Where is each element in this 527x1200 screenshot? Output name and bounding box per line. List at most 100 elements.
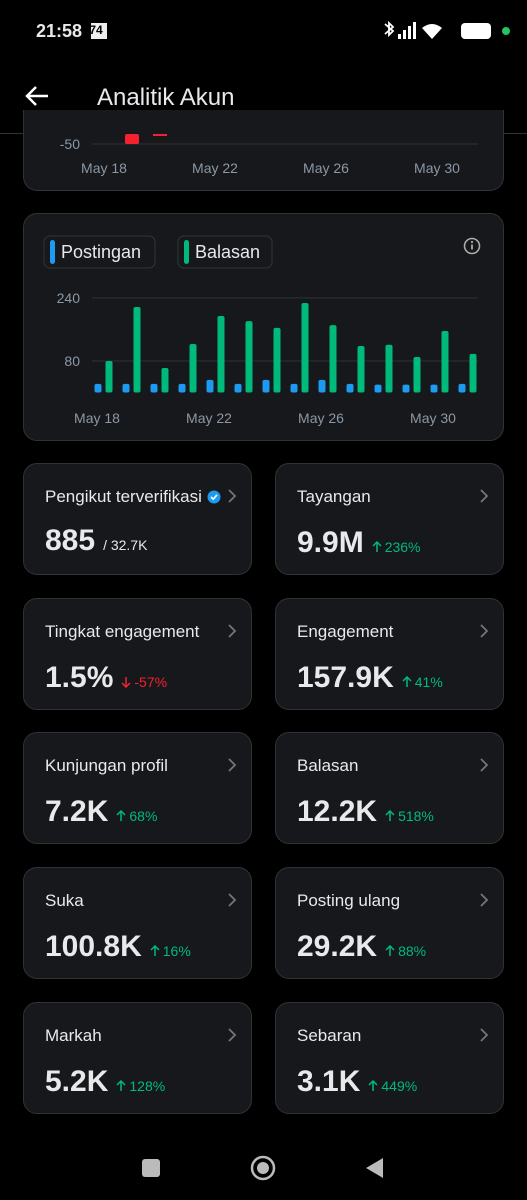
x-tick-label: May 30 xyxy=(410,410,456,426)
chevron xyxy=(228,893,237,907)
stat-title: Markah xyxy=(45,1025,102,1045)
stat-value: 3.1K 449% xyxy=(297,1065,417,1099)
x-tick-label: May 18 xyxy=(81,160,127,176)
legend-swatch xyxy=(184,240,189,264)
stat-value: 5.2K 128% xyxy=(45,1065,165,1099)
bar xyxy=(234,383,242,393)
y-tick-label: 80 xyxy=(64,353,80,369)
chevron xyxy=(480,1028,489,1042)
battery-level: 74 xyxy=(89,23,103,37)
stat-card[interactable]: Pengikut terverifikasi 885 / 32.7K xyxy=(23,463,252,575)
bar xyxy=(189,344,197,393)
bar xyxy=(469,353,477,393)
bar xyxy=(178,383,186,393)
stat-card[interactable]: Tayangan 9.9M 236% xyxy=(275,463,504,575)
stat-value-text: 885 xyxy=(45,524,96,557)
x-tick-label: May 26 xyxy=(298,410,344,426)
x-tick-label: May 18 xyxy=(74,410,120,426)
stat-change: 128% xyxy=(116,1078,165,1094)
bar xyxy=(161,368,169,393)
page-title: Analitik Akun xyxy=(97,84,235,111)
change-text: 518% xyxy=(398,808,434,825)
stat-value-text: 7.2K xyxy=(45,795,109,829)
change-text: -57% xyxy=(134,673,168,690)
bar xyxy=(441,331,449,393)
stat-value-text: 12.2K xyxy=(297,795,378,829)
bar xyxy=(318,379,326,393)
nav-back[interactable] xyxy=(366,1158,383,1178)
x-tick-label: May 22 xyxy=(186,410,232,426)
change-arrow xyxy=(116,1079,126,1091)
legend-box xyxy=(43,235,156,269)
stat-value-text: 1.5% xyxy=(45,660,114,694)
stat-change: 16% xyxy=(150,943,191,959)
nav-recents[interactable] xyxy=(142,1159,160,1177)
stat-value-text: 157.9K xyxy=(297,660,394,694)
y-tick-label: -50 xyxy=(60,136,80,152)
stat-value: 7.2K 68% xyxy=(45,795,157,829)
bar xyxy=(357,345,365,393)
nav-home[interactable] xyxy=(250,1155,276,1181)
bar xyxy=(125,134,139,144)
chevron xyxy=(228,758,237,773)
stat-card[interactable]: Suka 100.8K 16% xyxy=(23,867,252,980)
bar xyxy=(329,325,337,393)
bar xyxy=(346,383,354,393)
change-arrow xyxy=(121,676,131,688)
stat-title: Suka xyxy=(45,891,84,911)
status-icons xyxy=(384,20,510,39)
change-arrow xyxy=(385,810,395,822)
stat-card[interactable]: Posting ulang 29.2K 88% xyxy=(275,867,504,980)
bar xyxy=(301,303,309,393)
change-arrow xyxy=(385,945,395,957)
bar xyxy=(105,360,113,393)
stat-change: 41% xyxy=(402,674,443,690)
stat-title: Tingkat engagement xyxy=(45,621,200,641)
bar xyxy=(206,379,214,393)
change-text: 128% xyxy=(129,1077,166,1094)
stat-change: 68% xyxy=(116,808,157,824)
chevron xyxy=(480,489,489,503)
stat-value: 12.2K 518% xyxy=(297,795,434,829)
stat-title: Tayangan xyxy=(297,487,371,506)
stat-card[interactable]: Tingkat engagement 1.5% -57% xyxy=(23,597,252,710)
legend-label[interactable]: Balasan xyxy=(195,242,260,262)
change-arrow xyxy=(368,1079,378,1091)
bar xyxy=(150,383,158,393)
x-tick-label: May 22 xyxy=(192,160,238,176)
stat-title: Kunjungan profil xyxy=(45,756,168,776)
change-arrow xyxy=(150,945,160,957)
nav-bar xyxy=(142,1155,383,1181)
stat-card[interactable]: Markah 5.2K 128% xyxy=(23,1001,252,1114)
legend-box xyxy=(177,235,273,269)
stat-title: Posting ulang xyxy=(297,891,401,911)
stat-value: 885 / 32.7K xyxy=(45,524,147,558)
legend-label[interactable]: Postingan xyxy=(61,242,141,262)
top-chart-card xyxy=(23,110,504,191)
bar xyxy=(385,344,393,393)
chevron xyxy=(480,758,489,773)
x-tick-label: May 30 xyxy=(414,160,460,176)
bar xyxy=(402,384,410,393)
stat-value: 1.5% -57% xyxy=(45,661,167,695)
stat-value-text: 5.2K xyxy=(45,1064,109,1098)
bar xyxy=(133,306,141,393)
info-icon[interactable] xyxy=(462,236,482,256)
stat-change: 88% xyxy=(385,943,426,959)
stat-card[interactable]: Engagement 157.9K 41% xyxy=(275,597,504,710)
stat-value: 9.9M 236% xyxy=(297,526,421,560)
change-arrow xyxy=(402,675,412,687)
stat-card[interactable]: Balasan 12.2K 518% xyxy=(275,732,504,845)
back-button[interactable] xyxy=(24,84,50,108)
stat-card[interactable]: Kunjungan profil 7.2K 68% xyxy=(23,732,252,845)
bar xyxy=(430,384,438,393)
change-text: 449% xyxy=(381,1077,418,1094)
stat-value: 157.9K 41% xyxy=(297,661,443,695)
stat-sub: / 32.7K xyxy=(103,537,148,553)
stat-card[interactable]: Sebaran 3.1K 449% xyxy=(275,1001,504,1114)
bar xyxy=(458,383,466,393)
change-text: 68% xyxy=(129,808,158,825)
bar xyxy=(153,134,167,136)
